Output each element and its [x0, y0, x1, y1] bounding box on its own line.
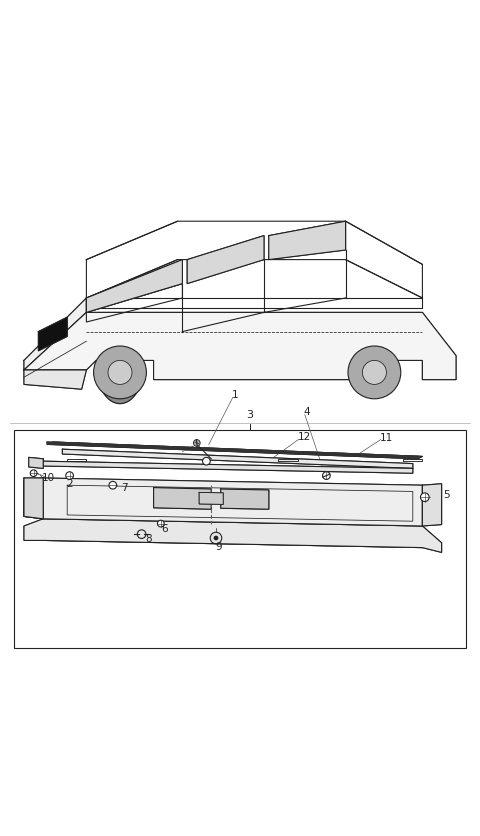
- Bar: [14, 430, 466, 649]
- Polygon shape: [422, 484, 442, 526]
- Text: 8: 8: [145, 534, 152, 544]
- Polygon shape: [24, 298, 86, 370]
- Circle shape: [420, 493, 429, 502]
- Text: 11: 11: [380, 433, 393, 443]
- Circle shape: [157, 520, 164, 527]
- Polygon shape: [269, 222, 346, 260]
- Text: 1: 1: [232, 390, 239, 400]
- Circle shape: [66, 472, 73, 479]
- Circle shape: [362, 360, 386, 385]
- Text: 9: 9: [215, 542, 222, 552]
- Polygon shape: [38, 317, 67, 351]
- Circle shape: [323, 472, 330, 479]
- Text: 10: 10: [41, 473, 55, 483]
- Circle shape: [193, 440, 200, 446]
- Polygon shape: [24, 478, 43, 519]
- Text: 3: 3: [246, 410, 253, 421]
- Polygon shape: [29, 457, 43, 468]
- Polygon shape: [187, 236, 264, 283]
- Text: 5: 5: [443, 490, 450, 500]
- Polygon shape: [86, 260, 182, 313]
- Polygon shape: [199, 492, 223, 504]
- Circle shape: [108, 360, 132, 385]
- Polygon shape: [43, 478, 422, 526]
- Polygon shape: [24, 370, 86, 390]
- Polygon shape: [24, 478, 43, 519]
- Polygon shape: [62, 449, 413, 468]
- Circle shape: [214, 536, 218, 540]
- Polygon shape: [98, 372, 142, 404]
- Text: 2: 2: [66, 479, 73, 489]
- Circle shape: [203, 457, 210, 465]
- Text: 12: 12: [298, 432, 312, 442]
- Polygon shape: [43, 461, 413, 473]
- Polygon shape: [154, 487, 211, 509]
- Polygon shape: [24, 519, 442, 553]
- Text: 7: 7: [121, 482, 128, 492]
- Polygon shape: [221, 489, 269, 509]
- Circle shape: [94, 346, 146, 399]
- Circle shape: [30, 470, 37, 477]
- Polygon shape: [48, 442, 422, 459]
- Polygon shape: [24, 313, 456, 380]
- Circle shape: [348, 346, 401, 399]
- Text: 6: 6: [161, 524, 168, 534]
- Text: 4: 4: [304, 407, 311, 417]
- Circle shape: [109, 482, 117, 489]
